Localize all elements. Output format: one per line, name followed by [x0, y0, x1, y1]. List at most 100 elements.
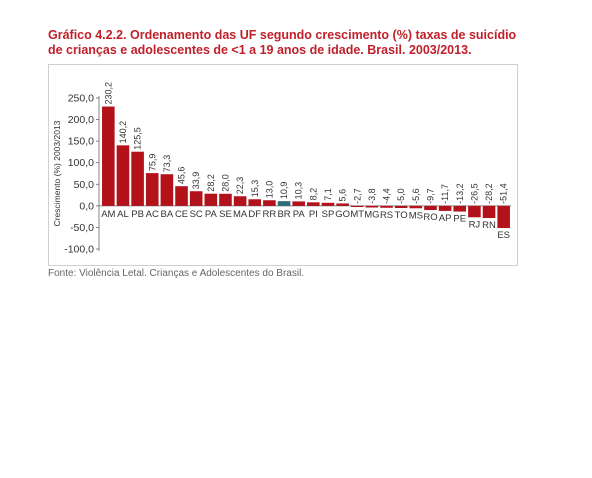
- data-label: -5,6: [411, 188, 421, 204]
- bar-sc: [189, 191, 203, 206]
- data-label: 8,2: [308, 188, 318, 201]
- data-label: -3,8: [367, 188, 377, 204]
- bar-sp: [321, 202, 335, 206]
- y-tick-label: 200,0: [68, 114, 94, 126]
- bar-br: [277, 201, 291, 206]
- x-tick-label: DF: [248, 209, 261, 220]
- bar-es: [497, 205, 510, 229]
- bar-ro: [424, 205, 437, 211]
- data-label: -9,7: [425, 188, 435, 204]
- x-tick-label: RO: [423, 212, 437, 223]
- x-tick-label: BA: [161, 209, 174, 220]
- bar-pi: [307, 202, 320, 206]
- x-tick-label: AL: [117, 209, 129, 220]
- x-tick-label: RJ: [469, 219, 481, 230]
- bar-go: [336, 203, 349, 206]
- x-tick-label: RR: [263, 209, 277, 220]
- bar-rj: [468, 205, 481, 218]
- data-label: -26,5: [469, 183, 479, 204]
- data-label: 28,2: [206, 174, 216, 192]
- data-label: -13,2: [455, 183, 465, 204]
- bar-ms: [409, 205, 423, 209]
- bar-ba: [160, 174, 174, 206]
- x-tick-label: AP: [439, 213, 452, 224]
- x-tick-label: MA: [233, 209, 248, 220]
- bar-rn: [482, 205, 496, 219]
- x-tick-label: PE: [453, 214, 466, 225]
- x-tick-label: RN: [482, 220, 496, 231]
- y-axis-label: Crescimento (%) 2003/2013: [52, 120, 62, 226]
- y-tick-label: -100,0: [64, 244, 94, 256]
- data-label: -28,2: [484, 183, 494, 204]
- data-label: 5,6: [338, 189, 348, 202]
- x-tick-label: BR: [277, 209, 290, 220]
- bar-mg: [365, 205, 379, 208]
- x-tick-label: TO: [395, 210, 408, 221]
- x-tick-label: PB: [131, 209, 144, 220]
- bar-al: [116, 145, 130, 206]
- chart-title-line-1: Gráfico 4.2.2. Ordenamento das UF segund…: [48, 28, 517, 42]
- bar-rs: [380, 205, 393, 208]
- x-tick-label: SE: [219, 209, 232, 220]
- data-label: 73,3: [162, 155, 172, 173]
- data-label: 22,3: [235, 177, 245, 195]
- x-tick-label: AC: [146, 209, 159, 220]
- x-tick-label: AM: [101, 209, 115, 220]
- bar-df: [248, 199, 262, 206]
- data-label: 7,1: [323, 188, 333, 201]
- data-label: -2,7: [352, 188, 362, 204]
- bar-se: [219, 193, 232, 206]
- y-tick-label: 150,0: [68, 136, 94, 148]
- y-tick-label: 250,0: [68, 93, 94, 105]
- y-tick-label: 0,0: [79, 200, 94, 212]
- data-label: 140,2: [118, 121, 128, 144]
- bar-pb: [131, 151, 144, 206]
- chart-title: Gráfico 4.2.2. Ordenamento das UF segund…: [48, 28, 568, 58]
- data-label: 45,6: [177, 167, 187, 185]
- x-tick-label: PA: [293, 209, 306, 220]
- x-tick-label: PI: [309, 209, 318, 220]
- x-tick-label: MG: [364, 210, 379, 221]
- x-tick-label: CE: [175, 209, 188, 220]
- source-note: Fonte: Violência Letal. Crianças e Adole…: [48, 268, 305, 279]
- x-tick-label: SP: [322, 209, 335, 220]
- y-tick-label: 100,0: [68, 157, 94, 169]
- x-tick-label: SC: [190, 209, 203, 220]
- bar-ac: [145, 173, 159, 206]
- data-label: -5,0: [396, 188, 406, 204]
- x-tick-label: ES: [497, 230, 510, 241]
- data-label: 230,2: [103, 82, 113, 105]
- bar-to: [394, 205, 408, 209]
- bar-rr: [263, 200, 276, 206]
- data-label: 13,0: [264, 181, 274, 199]
- data-label: 75,9: [147, 154, 157, 172]
- x-tick-label: MT: [350, 209, 364, 220]
- data-label: 28,0: [220, 174, 230, 192]
- bar-pa: [204, 193, 218, 206]
- x-tick-label: MS: [409, 210, 423, 221]
- chart-frame: Crescimento (%) 2003/2013 -100,0 -50,0 0,0 5…: [48, 64, 518, 266]
- data-label: -51,4: [499, 183, 509, 204]
- bar-ap: [438, 205, 452, 211]
- x-tick-label: PA: [205, 209, 218, 220]
- chart-title-line-2: de crianças e adolescentes de <1 a 19 an…: [48, 43, 472, 57]
- data-label: 10,3: [294, 182, 304, 200]
- bar-chart: Crescimento (%) 2003/2013 -100,0 -50,0 0,0 5…: [52, 82, 511, 256]
- x-tick-label: RS: [380, 210, 393, 221]
- bar-ma: [233, 196, 247, 206]
- data-label: -11,7: [440, 184, 450, 204]
- data-label: 10,9: [279, 182, 289, 200]
- x-tick-label: GO: [335, 209, 350, 220]
- data-label: 125,5: [133, 127, 143, 150]
- y-tick-label: 50,0: [74, 179, 95, 191]
- data-label: 15,3: [250, 180, 260, 198]
- y-tick-label: -50,0: [70, 222, 94, 234]
- bar-ce: [175, 186, 188, 206]
- bar-am: [102, 106, 115, 206]
- bar-mt: [350, 205, 364, 208]
- data-label: 33,9: [191, 172, 201, 190]
- data-label: -4,4: [382, 188, 392, 204]
- bar-pa: [292, 201, 305, 206]
- bar-pe: [453, 205, 467, 212]
